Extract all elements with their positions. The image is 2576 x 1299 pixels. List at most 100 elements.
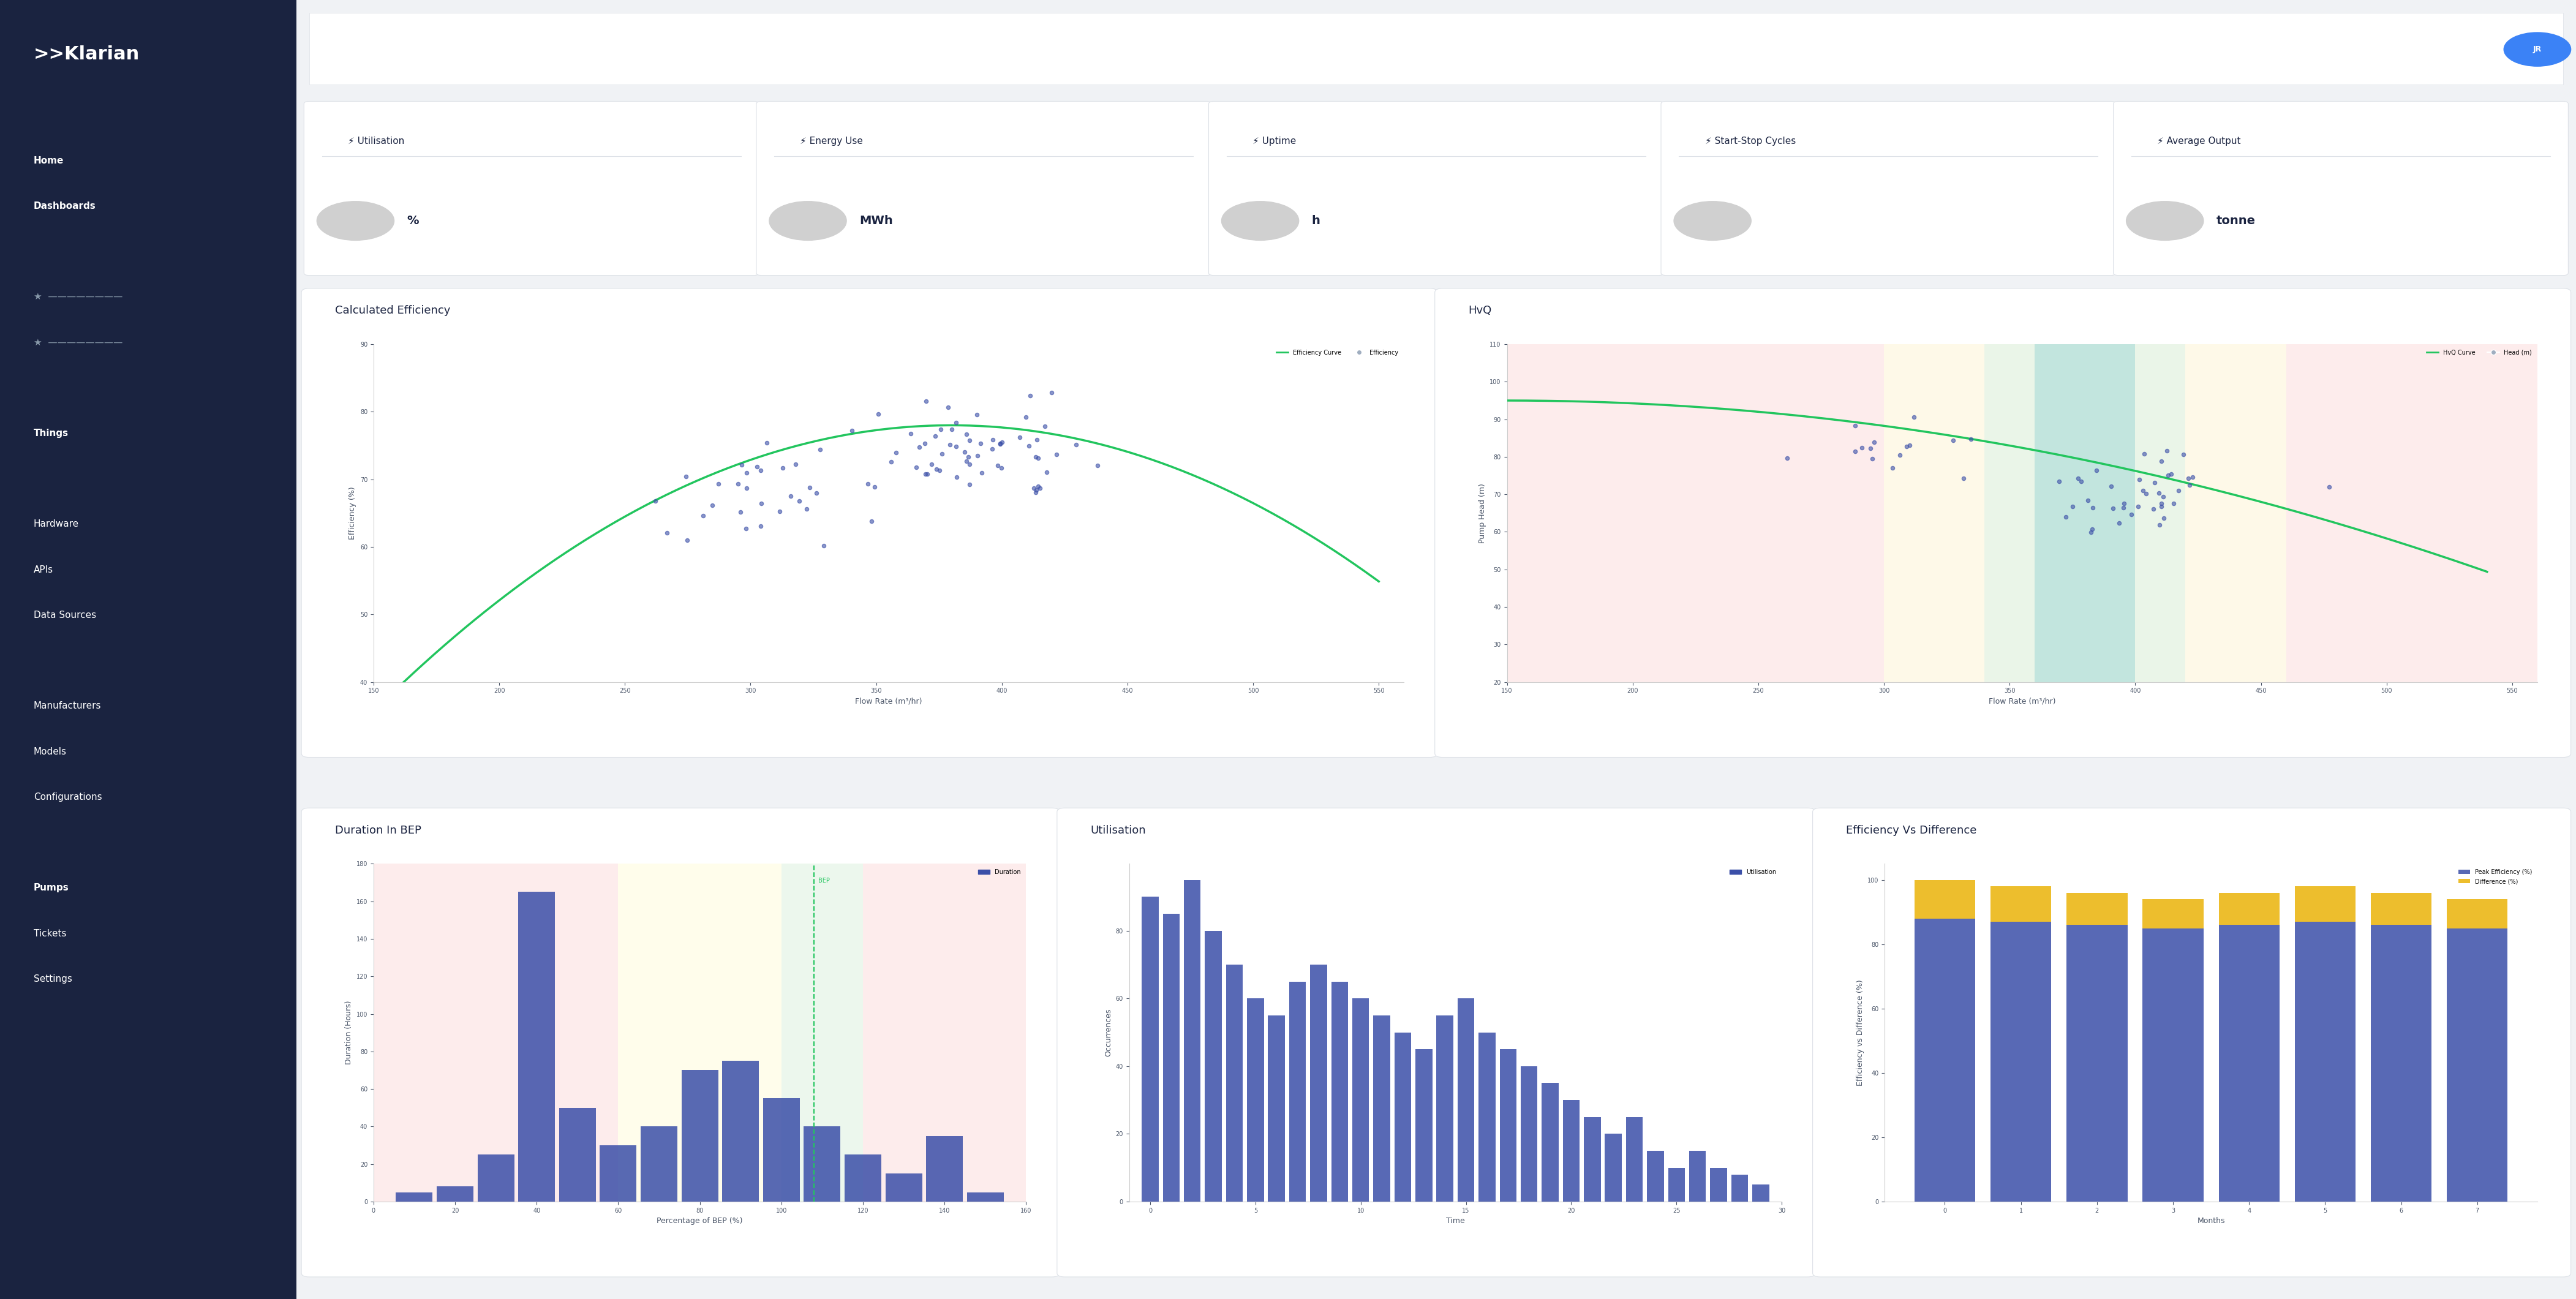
Point [2071, 520, 2112, 540]
FancyBboxPatch shape [301, 288, 1437, 757]
Bar [397, 1192, 433, 1202]
Point [971, 439, 1012, 460]
Point [726, 478, 768, 499]
Bar [1458, 999, 1473, 1202]
Bar [2035, 344, 2136, 682]
Point [945, 451, 987, 472]
X-axis label: Percentage of BEP (%): Percentage of BEP (%) [657, 1217, 742, 1225]
Text: h: h [1311, 216, 1319, 226]
Bar [641, 1126, 677, 1202]
Point [979, 433, 1020, 453]
Point [2071, 522, 2112, 543]
Point [917, 459, 958, 479]
Point [1018, 448, 1059, 469]
Bar [1625, 1117, 1643, 1202]
Point [786, 499, 827, 520]
Point [1015, 482, 1056, 503]
Point [796, 483, 837, 504]
Text: Things: Things [33, 429, 70, 438]
Point [2058, 468, 2099, 488]
Point [943, 442, 984, 462]
Point [1873, 457, 1914, 478]
Bar [2447, 899, 2506, 929]
Point [920, 460, 961, 481]
FancyBboxPatch shape [304, 101, 760, 275]
Point [737, 456, 778, 477]
Legend: Utilisation: Utilisation [1728, 866, 1780, 878]
Bar [1332, 982, 1347, 1202]
Point [2133, 472, 2174, 492]
X-axis label: Time: Time [1445, 1217, 1466, 1225]
Point [2045, 507, 2087, 527]
Point [1932, 430, 1973, 451]
Point [770, 486, 811, 507]
Y-axis label: Efficiency vs Difference (%): Efficiency vs Difference (%) [1857, 979, 1865, 1086]
Point [961, 462, 1002, 483]
Point [948, 447, 989, 468]
FancyBboxPatch shape [2112, 101, 2568, 275]
Bar [781, 864, 863, 1202]
Text: ★  ————————: ★ ———————— [33, 338, 124, 347]
Point [2138, 514, 2179, 535]
Legend: Peak Efficiency (%), Difference (%): Peak Efficiency (%), Difference (%) [2455, 866, 2535, 887]
Point [850, 511, 891, 531]
Point [2141, 496, 2182, 517]
Point [1025, 462, 1066, 483]
Bar [1499, 1050, 1517, 1202]
Point [2146, 440, 2187, 461]
Point [1842, 438, 1883, 459]
Point [912, 453, 953, 474]
Text: BEP: BEP [819, 878, 829, 883]
Bar [1311, 965, 1327, 1202]
Y-axis label: Duration (Hours): Duration (Hours) [345, 1000, 353, 1065]
Bar [559, 1108, 595, 1202]
Bar [1247, 999, 1265, 1202]
Bar [1206, 930, 1221, 1202]
Bar [618, 864, 781, 1202]
Point [927, 397, 969, 418]
Bar [762, 1099, 799, 1202]
Bar [1991, 922, 2050, 1202]
Point [2166, 468, 2208, 488]
Point [2117, 469, 2159, 490]
Point [804, 535, 845, 556]
Point [1878, 444, 1919, 465]
Bar [863, 864, 1025, 1202]
Text: tonne: tonne [2215, 216, 2257, 226]
Point [721, 455, 762, 475]
Circle shape [1221, 201, 1298, 240]
FancyBboxPatch shape [1435, 288, 2571, 757]
Point [2071, 498, 2112, 518]
Point [2125, 483, 2166, 504]
Point [1852, 448, 1893, 469]
Point [1077, 455, 1118, 475]
Bar [1914, 918, 1976, 1202]
Point [739, 516, 781, 536]
Point [2105, 492, 2146, 513]
Bar [1437, 1016, 1453, 1202]
Text: ⚡ Start-Stop Cycles: ⚡ Start-Stop Cycles [1705, 136, 1795, 145]
Bar [1584, 1117, 1600, 1202]
Bar [1883, 344, 2285, 682]
Point [1834, 416, 1875, 436]
Text: JR: JR [2532, 45, 2543, 53]
Point [956, 446, 997, 466]
Bar [1543, 1083, 1558, 1202]
Bar [1288, 982, 1306, 1202]
Bar [966, 1192, 1005, 1202]
Point [778, 491, 819, 512]
Text: Data Sources: Data Sources [33, 611, 95, 620]
Point [858, 404, 899, 425]
Y-axis label: Efficiency (%): Efficiency (%) [348, 487, 355, 539]
Point [1950, 429, 1991, 449]
Point [1036, 444, 1077, 465]
Point [848, 474, 889, 495]
Circle shape [2125, 201, 2202, 240]
Point [2143, 486, 2184, 507]
Point [2159, 479, 2200, 500]
Text: ⚡ Uptime: ⚡ Uptime [1252, 136, 1296, 145]
Bar [477, 1155, 515, 1202]
Text: ⚡ Energy Use: ⚡ Energy Use [801, 136, 863, 145]
Point [665, 466, 706, 487]
Text: Settings: Settings [33, 974, 72, 983]
